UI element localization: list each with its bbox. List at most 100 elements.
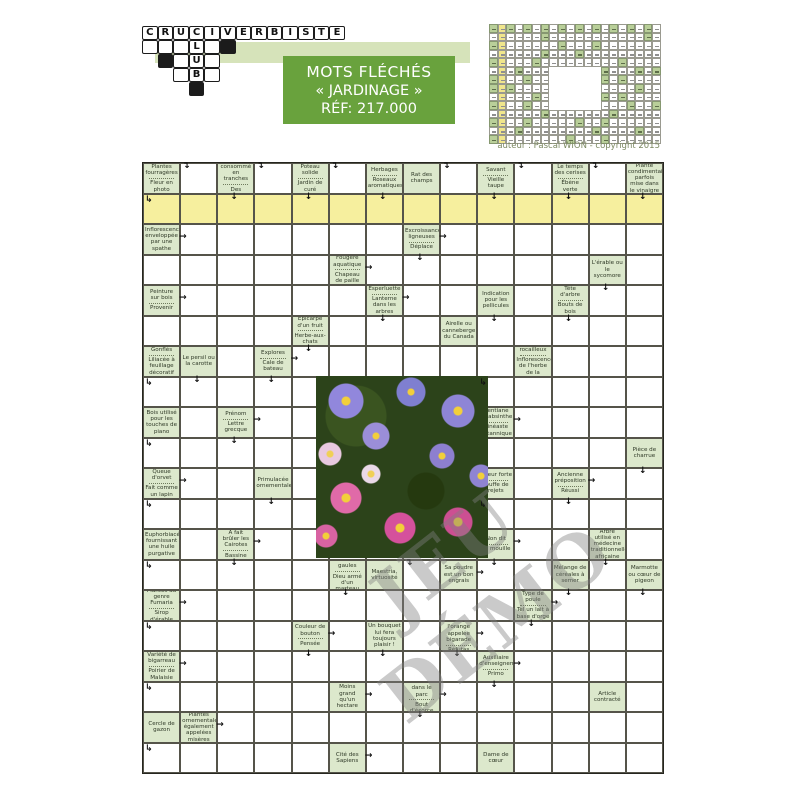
clue-cell: Le temps des cerises Ébène verte	[551, 163, 589, 194]
mini-cell-text-mark	[526, 88, 531, 90]
mini-grid-cell	[643, 126, 653, 136]
mini-grid-cell	[626, 32, 636, 42]
answer-cell	[143, 681, 181, 712]
mini-grid-cell	[626, 92, 636, 102]
mini-cell-text-mark	[526, 114, 531, 116]
mini-grid-cell	[626, 126, 636, 136]
mini-cell-text-mark	[603, 88, 608, 90]
clue-text: Jardin de curé	[297, 180, 323, 193]
clue-cell: Chatons dans le parc Bout d'écorce	[403, 681, 441, 712]
mini-grid-cell	[532, 66, 541, 76]
logo-letter: C	[142, 26, 158, 40]
clue-text: Liliacée à feuillage décoratif	[148, 357, 175, 376]
mini-grid-cell	[618, 84, 627, 93]
answer-cell	[514, 468, 552, 499]
right-arrow-icon: →	[402, 293, 410, 303]
clue-cell: Arbre utilisé en médecine traditionnelle…	[588, 529, 626, 560]
mini-cell-text-mark	[621, 62, 625, 65]
answer-cell	[143, 742, 181, 773]
mini-grid-cell	[583, 41, 593, 50]
logo-letter: T	[313, 26, 330, 40]
mini-grid-cell	[643, 66, 653, 76]
corner-right-arrow-icon: ↳	[145, 377, 153, 388]
right-arrow-icon: →	[476, 567, 484, 578]
mini-grid-cell	[557, 32, 567, 42]
mini-cell-text-mark	[509, 71, 514, 73]
answer-cell	[217, 224, 255, 255]
answer-cell	[291, 559, 329, 590]
mini-grid-cell	[592, 118, 601, 127]
answer-cell	[625, 681, 663, 712]
logo-letter: S	[298, 26, 314, 40]
answer-cell	[217, 498, 255, 529]
clue-cell: Plantes fourragères Fleur en photo	[143, 163, 181, 194]
mini-cell-text-mark	[629, 88, 634, 90]
mini-cell-text-mark	[569, 37, 574, 39]
clue-text: Ébène verte	[561, 180, 579, 193]
answer-cell	[254, 224, 292, 255]
mini-grid-cell	[540, 66, 550, 76]
answer-cell	[551, 254, 589, 285]
clue-text: Mélange de céréales à semer	[553, 565, 587, 584]
clue-separator	[520, 604, 546, 606]
down-arrow-icon: ↓	[638, 191, 647, 202]
mini-grid-cell	[583, 49, 593, 59]
clue-text: Herbages	[370, 166, 398, 173]
mini-cell-text-mark	[526, 28, 531, 30]
mini-cell-text-mark	[552, 114, 557, 116]
logo-empty-cell	[204, 54, 220, 68]
logo-empty-cell	[142, 40, 158, 54]
mini-cell-text-mark	[638, 28, 643, 30]
logo-letter: I	[282, 26, 298, 40]
mini-cell-text-mark	[646, 114, 651, 116]
mini-grid-cell	[600, 126, 610, 136]
down-arrow-icon: ↓	[378, 649, 387, 659]
mini-cell-text-mark	[646, 54, 651, 56]
mini-cell-text-mark	[629, 139, 634, 142]
mini-cell-text-mark	[578, 54, 582, 56]
mini-cell-text-mark	[629, 62, 634, 65]
logo-letter: E	[235, 26, 252, 40]
answer-cell	[217, 651, 255, 682]
mini-cell-text-mark	[621, 71, 625, 73]
mini-grid-cell	[566, 109, 575, 119]
mini-grid-cell	[575, 118, 584, 127]
mini-grid-cell	[489, 32, 498, 42]
answer-cell	[514, 315, 552, 346]
answer-cell	[588, 437, 626, 468]
mini-grid-cell	[635, 24, 644, 33]
mini-grid-cell	[497, 135, 507, 144]
answer-cell	[217, 590, 255, 621]
mini-cell-text-mark	[638, 97, 643, 99]
answer-cell	[254, 559, 292, 590]
answer-cell	[143, 376, 181, 407]
clue-cell: Couleur de bouton Pensée	[291, 620, 329, 651]
clue-cell: Herbages Roseaux aromatiques	[365, 163, 403, 194]
mini-grid-cell	[609, 126, 618, 136]
answer-cell	[180, 559, 218, 590]
mini-cell-text-mark	[543, 105, 548, 107]
mini-grid-cell	[635, 75, 644, 84]
mini-cell-text-mark	[560, 139, 565, 142]
mini-grid-cell	[506, 92, 515, 102]
mini-cell-text-mark	[629, 122, 634, 125]
mini-cell-text-mark	[595, 114, 600, 116]
clue-text: Sol rocailleux	[519, 346, 547, 353]
answer-cell	[440, 254, 478, 285]
clue-text: Cité des Sapiens	[335, 751, 359, 764]
mini-grid-cell	[566, 24, 575, 33]
mini-cell-text-mark	[535, 54, 539, 56]
mini-cell-text-mark	[552, 131, 557, 133]
mini-cell-text-mark	[578, 45, 582, 47]
clue-text: Bassine	[225, 552, 247, 559]
mini-grid-cell	[583, 118, 593, 127]
mini-grid-cell	[497, 24, 507, 33]
mini-grid-cell	[618, 24, 627, 33]
down-arrow-icon: ↓	[193, 374, 201, 385]
mini-grid-cell	[583, 135, 593, 144]
highlighted-answer-cell	[143, 193, 181, 224]
mini-grid-cell	[506, 66, 515, 76]
mini-grid-cell	[566, 135, 575, 144]
right-arrow-icon: →	[364, 750, 373, 761]
mini-cell-text-mark	[517, 37, 522, 39]
